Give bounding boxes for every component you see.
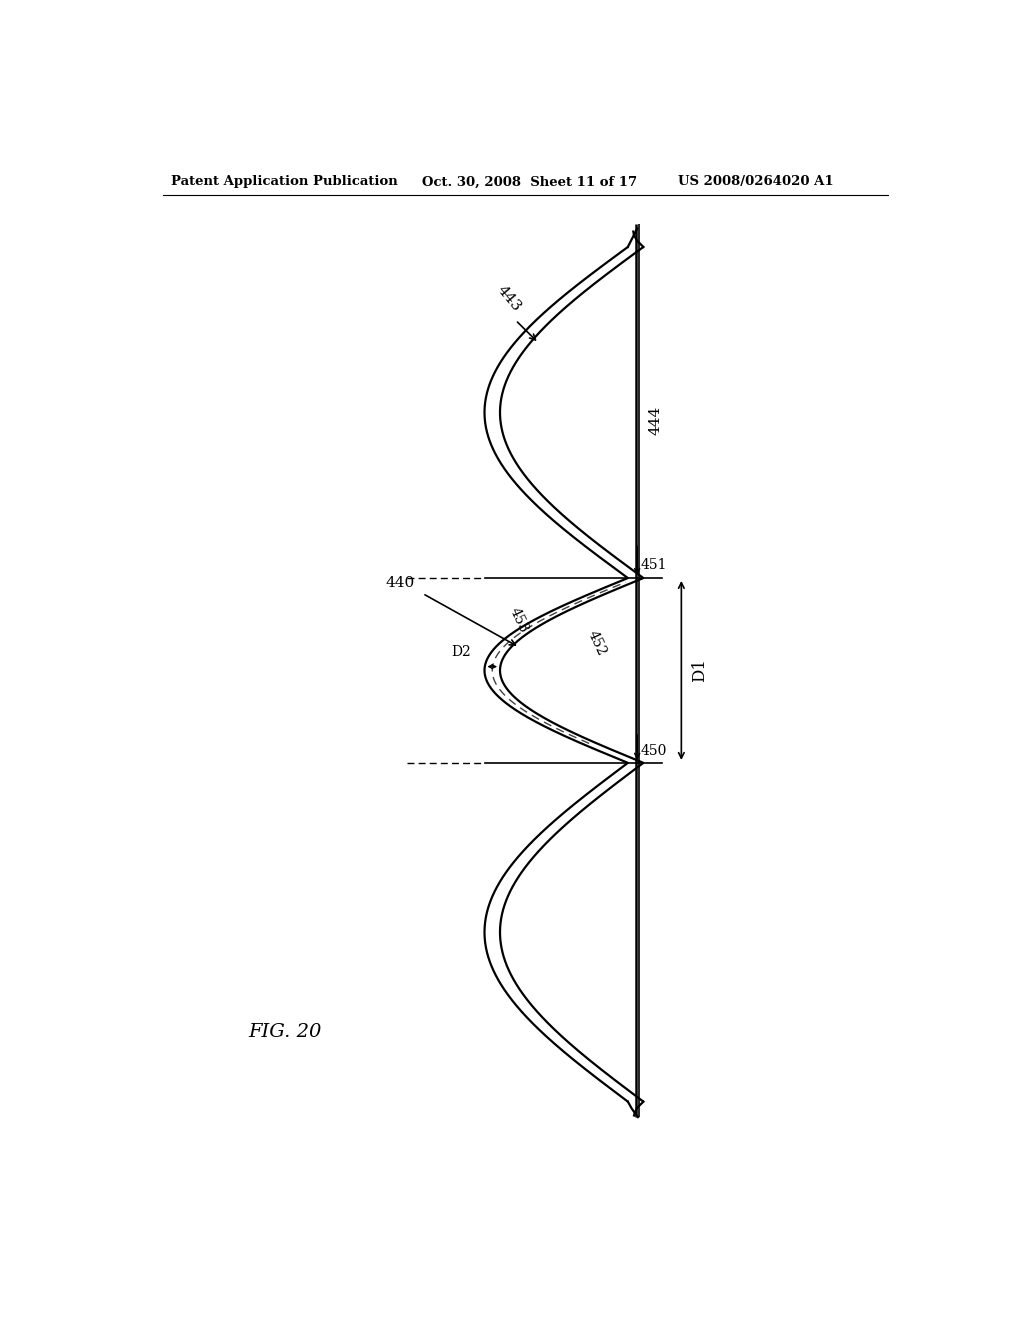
Text: 451: 451 [641,558,668,572]
Text: 444: 444 [649,405,663,434]
Text: 450: 450 [641,744,668,758]
Text: FIG. 20: FIG. 20 [248,1023,322,1041]
Text: Oct. 30, 2008  Sheet 11 of 17: Oct. 30, 2008 Sheet 11 of 17 [423,176,638,189]
Text: D1: D1 [690,659,708,682]
Text: 443: 443 [495,282,524,314]
Text: Patent Application Publication: Patent Application Publication [171,176,397,189]
Text: 452: 452 [586,628,609,659]
Text: US 2008/0264020 A1: US 2008/0264020 A1 [678,176,834,189]
Text: D2: D2 [451,645,471,659]
Text: 440: 440 [385,576,415,590]
Text: 453: 453 [507,606,531,635]
